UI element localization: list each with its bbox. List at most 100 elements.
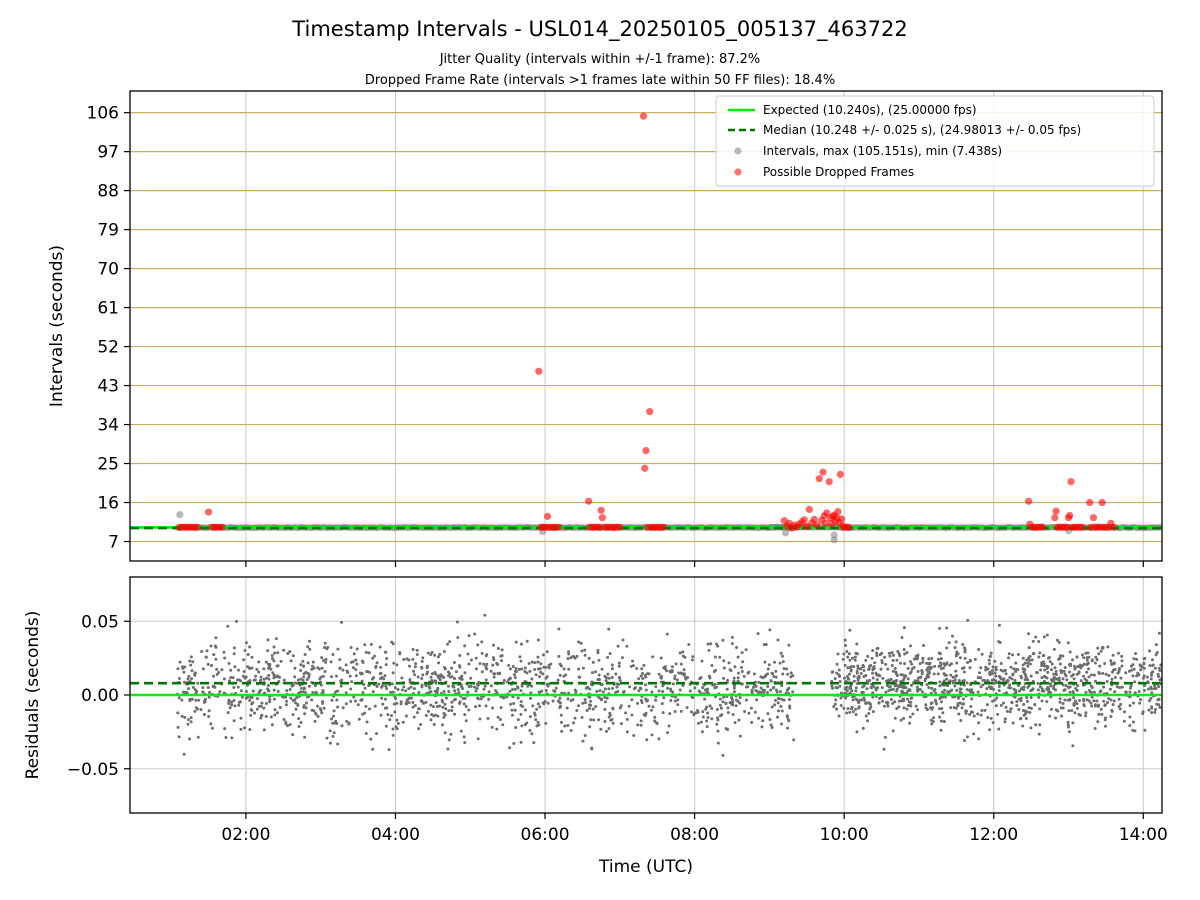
residual-point [282,718,286,721]
residual-point [1092,690,1096,694]
residual-point [945,677,949,681]
residual-point [399,700,403,704]
residual-point [654,698,658,702]
residual-point [845,650,849,654]
residual-point [462,702,466,706]
residual-point [530,732,534,736]
residual-point [867,711,871,715]
residuals-y-tick-label: 0.05 [81,612,119,632]
residual-point [1128,690,1132,694]
residual-point [878,697,882,700]
dropped-frame-point [825,478,833,486]
residual-point [528,715,532,719]
residual-point [330,717,334,721]
residual-point [513,708,517,712]
residual-point [654,721,658,725]
residual-point [1117,651,1120,655]
residual-point [869,702,873,706]
residual-point [737,718,741,722]
dropped-frame-point [813,521,821,529]
residual-point [1022,702,1026,706]
residual-point [977,676,981,680]
residual-point [201,690,205,694]
residual-point [267,683,271,687]
intervals-y-tick-label: 7 [108,533,119,553]
residual-point [1007,652,1011,656]
residual-point [771,686,775,690]
residual-point [1052,647,1056,651]
residual-point [223,656,227,660]
residual-point [730,642,734,646]
residual-point [458,700,462,704]
residual-point [906,677,910,681]
residual-point [463,644,467,648]
residual-point [285,724,289,728]
intervals-y-tick-label: 88 [97,182,119,202]
residual-point [835,671,839,675]
residual-point [1061,677,1065,681]
residual-point [291,683,295,687]
residual-point [411,701,415,705]
residual-point [436,674,440,678]
residual-point [730,697,734,701]
residual-point [964,711,968,715]
residual-point [701,686,705,690]
residual-point [766,667,770,671]
residual-point [1107,697,1111,701]
residual-point [1082,656,1086,660]
residual-point [699,676,703,679]
residual-point [727,661,731,665]
residual-point [540,689,544,693]
residual-point [299,677,303,681]
residual-point [1049,684,1053,688]
residual-point [229,676,233,679]
residual-point [1015,700,1019,704]
residual-point [404,714,408,718]
residual-point [1016,668,1020,672]
residual-point [1154,707,1158,711]
residual-point [772,674,776,678]
residual-point [435,705,439,709]
residual-point [965,735,969,739]
residual-point [1019,699,1023,703]
residual-point [954,640,958,644]
residual-point [866,654,870,658]
residual-point [307,684,311,688]
residual-point [573,716,577,720]
residual-point [848,658,852,662]
residual-point [687,643,691,647]
residual-point [718,697,722,701]
residual-point [865,687,869,691]
residual-point [1054,672,1058,676]
residual-point [291,733,295,737]
residual-point [391,671,395,675]
residual-point [529,696,533,700]
residual-point [707,648,711,652]
residual-point [262,677,266,681]
residual-point [194,698,198,702]
residual-point [391,733,395,737]
residual-point [741,660,745,664]
residual-point [461,687,465,690]
residual-point [374,664,378,668]
residual-point [519,712,523,716]
residual-point [450,700,454,704]
residual-point [597,718,601,722]
dropped-frame-point [642,446,650,455]
residual-point [209,722,213,726]
residual-point [749,706,753,710]
residual-point [692,712,696,716]
residual-point [1132,667,1136,671]
residual-point [869,686,873,690]
residual-point [882,747,886,751]
residual-point [188,659,192,663]
residual-point [272,659,276,663]
residual-point [600,667,604,671]
residual-point [254,674,258,678]
residual-point [250,702,254,706]
residual-point [514,666,518,670]
residual-point [1047,690,1051,694]
residual-point [857,701,861,705]
residual-point [538,691,542,695]
residual-point [1037,732,1041,736]
